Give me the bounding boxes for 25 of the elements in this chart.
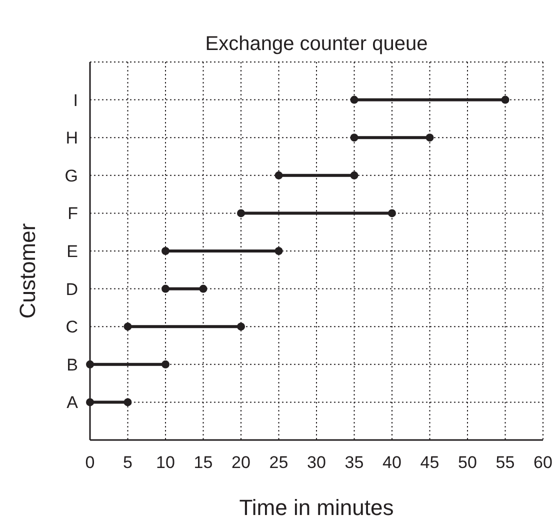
y-tick-label: B (66, 355, 78, 374)
x-tick-label: 45 (420, 453, 440, 472)
x-tick-label: 55 (496, 453, 515, 472)
x-tick-label: 0 (85, 453, 95, 472)
x-tick-label: 25 (269, 453, 288, 472)
x-tick-label: 15 (194, 453, 213, 472)
y-tick-label: I (73, 90, 78, 110)
y-tick-label: G (64, 166, 78, 186)
x-tick-label: 40 (382, 453, 402, 472)
x-tick-label: 5 (123, 453, 132, 472)
x-tick-label: 50 (458, 453, 477, 472)
x-tick-label: 10 (156, 453, 175, 472)
x-tick-label: 60 (534, 453, 552, 472)
y-tick-label: A (66, 393, 79, 412)
chart-title: Exchange counter queue (205, 33, 428, 55)
y-tick-label: C (66, 318, 78, 337)
x-tick-label: 30 (307, 453, 326, 472)
x-tick-label: 20 (232, 453, 250, 472)
y-tick-label: H (66, 128, 78, 148)
y-tick-label: E (66, 242, 78, 261)
y-tick-label: F (68, 204, 78, 224)
y-tick-label: D (66, 280, 78, 299)
x-axis-title: Time in minutes (239, 495, 394, 520)
x-tick-label: 35 (344, 453, 364, 472)
y-axis-title: Customer (15, 223, 40, 319)
